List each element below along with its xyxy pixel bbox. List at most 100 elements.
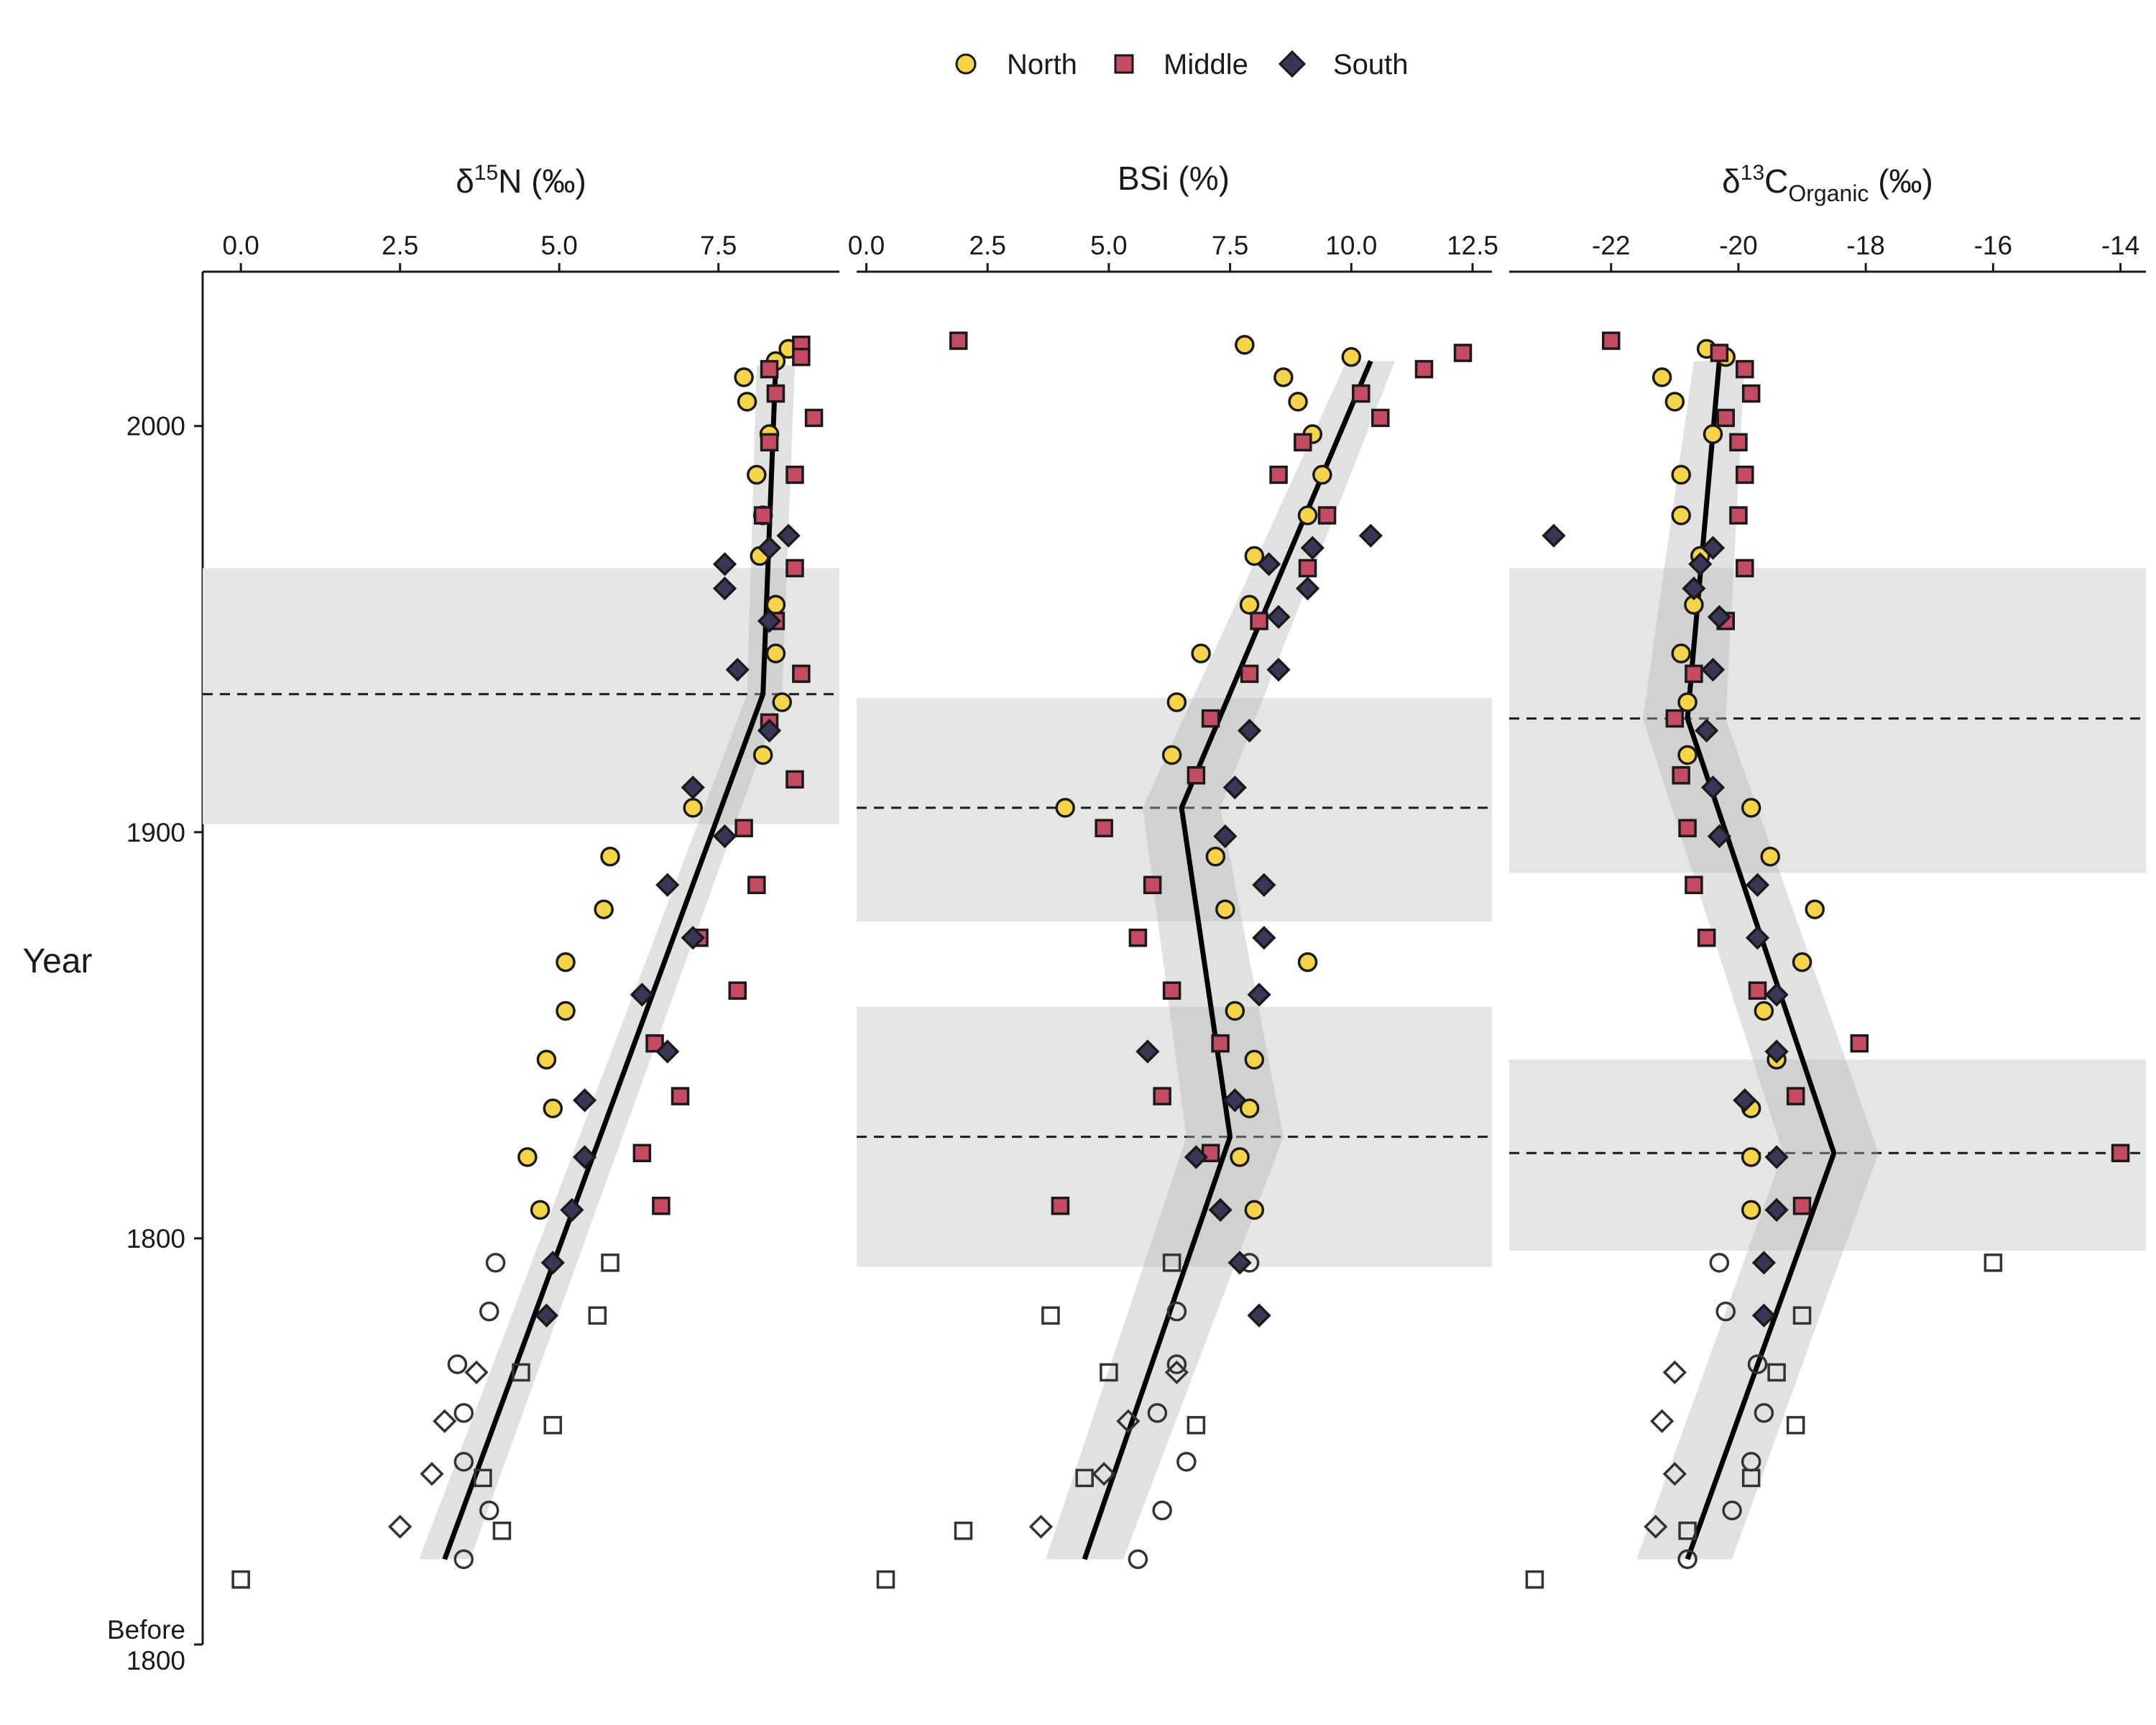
middle-point	[1736, 558, 1754, 578]
middle-point	[645, 1034, 664, 1053]
north-point	[556, 1000, 576, 1021]
legend-north-label: North	[1007, 49, 1077, 80]
south-point	[1222, 776, 1247, 800]
south-point-hollow	[1662, 1462, 1687, 1486]
south-point	[560, 1197, 584, 1222]
middle-point	[1729, 506, 1748, 525]
middle-point-hollow	[1162, 1254, 1181, 1272]
middle-point	[1162, 981, 1181, 1000]
south-point	[712, 824, 737, 849]
north-point-hollow	[479, 1500, 499, 1521]
legend-south-label: South	[1333, 49, 1409, 80]
middle-point-hollow	[1525, 1570, 1544, 1589]
north-point	[1235, 334, 1255, 355]
north-point	[1161, 745, 1182, 765]
x-tick-label: 2.5	[969, 231, 1005, 260]
south-point	[1213, 824, 1238, 849]
north-point-hollow	[1147, 1403, 1168, 1423]
north-point	[600, 846, 620, 867]
trend-ribbon	[1636, 361, 1879, 1560]
north-point	[1741, 1200, 1761, 1220]
north-point	[1312, 464, 1332, 485]
north-point	[1677, 692, 1697, 712]
south-point-hollow	[1644, 1514, 1668, 1539]
south-point	[757, 609, 782, 633]
middle-point	[1371, 408, 1390, 428]
middle-point	[2111, 1144, 2130, 1162]
middle-point	[1665, 709, 1685, 728]
middle-point-hollow	[474, 1468, 492, 1488]
north-point	[594, 899, 614, 919]
x-tick-label: -14	[2101, 231, 2139, 260]
north-point	[517, 1147, 538, 1167]
middle-point	[1095, 819, 1113, 837]
north-point-hollow	[453, 1549, 474, 1570]
south-point	[1266, 604, 1291, 629]
south-point	[1252, 873, 1276, 897]
middle-point-hollow	[1678, 1522, 1697, 1540]
x-tick-label: 2.5	[382, 231, 418, 260]
south-point	[1208, 1197, 1233, 1222]
north-point	[752, 745, 773, 765]
north-point-hollow	[1715, 1301, 1736, 1322]
y-tick-before-line2: 1800	[126, 1646, 185, 1675]
x-tick-label: 0.0	[222, 231, 259, 260]
south-point	[1751, 1251, 1777, 1275]
trend-line	[1082, 359, 1373, 1560]
middle-point	[1414, 359, 1434, 379]
north-point-hollow	[447, 1354, 468, 1374]
north-point	[1671, 464, 1691, 485]
middle-point	[760, 359, 779, 379]
x-tick-label: -16	[1974, 231, 2012, 260]
south-point	[1700, 776, 1726, 800]
middle-point-hollow	[1984, 1254, 2003, 1272]
y-ticks: 2000 1900 1800	[126, 412, 203, 1254]
south-point-hollow	[1164, 1360, 1189, 1385]
middle-point	[632, 1144, 652, 1162]
middle-point-hollow	[954, 1522, 973, 1540]
middle-point	[728, 981, 747, 1000]
middle-point	[1792, 1196, 1812, 1215]
x-tick-label: -22	[1592, 231, 1630, 260]
south-point	[1227, 1251, 1252, 1275]
legend-middle-label: Middle	[1164, 49, 1248, 80]
y-tick-before-line1: Before	[107, 1615, 185, 1644]
north-point	[1741, 798, 1761, 818]
south-point	[1707, 824, 1731, 849]
middle-point-hollow	[1741, 1468, 1761, 1488]
south-point	[1700, 535, 1726, 560]
south-point	[1247, 1303, 1271, 1328]
middle-point	[1250, 612, 1268, 630]
legend-south-marker	[1278, 50, 1307, 78]
middle-point	[1201, 709, 1220, 728]
north-point	[543, 1098, 563, 1118]
north-point	[1191, 643, 1211, 663]
north-point	[1239, 1098, 1260, 1118]
north-point	[772, 692, 793, 712]
north-point	[1671, 505, 1691, 525]
middle-point	[1850, 1034, 1869, 1053]
north-point-hollow	[1709, 1253, 1730, 1273]
middle-point	[1153, 1087, 1171, 1105]
middle-point	[1741, 384, 1761, 403]
north-point	[1754, 1000, 1774, 1021]
middle-point	[1672, 765, 1690, 785]
north-point	[556, 952, 576, 972]
middle-point-hollow	[588, 1306, 607, 1325]
south-point	[1707, 604, 1731, 629]
north-point	[1288, 392, 1308, 412]
north-point	[1664, 392, 1685, 412]
middle-point-hollow	[492, 1522, 512, 1540]
middle-point	[1736, 359, 1754, 379]
south-point	[1542, 523, 1566, 548]
middle-point	[1729, 433, 1748, 452]
south-point	[1764, 1197, 1789, 1222]
north-point	[1760, 846, 1781, 867]
middle-point	[1317, 506, 1337, 525]
north-point	[1297, 952, 1318, 972]
middle-point-hollow	[1767, 1363, 1786, 1382]
trend-ribbon	[1046, 361, 1396, 1560]
south-point	[1700, 658, 1726, 682]
north-point-hollow	[485, 1253, 506, 1273]
